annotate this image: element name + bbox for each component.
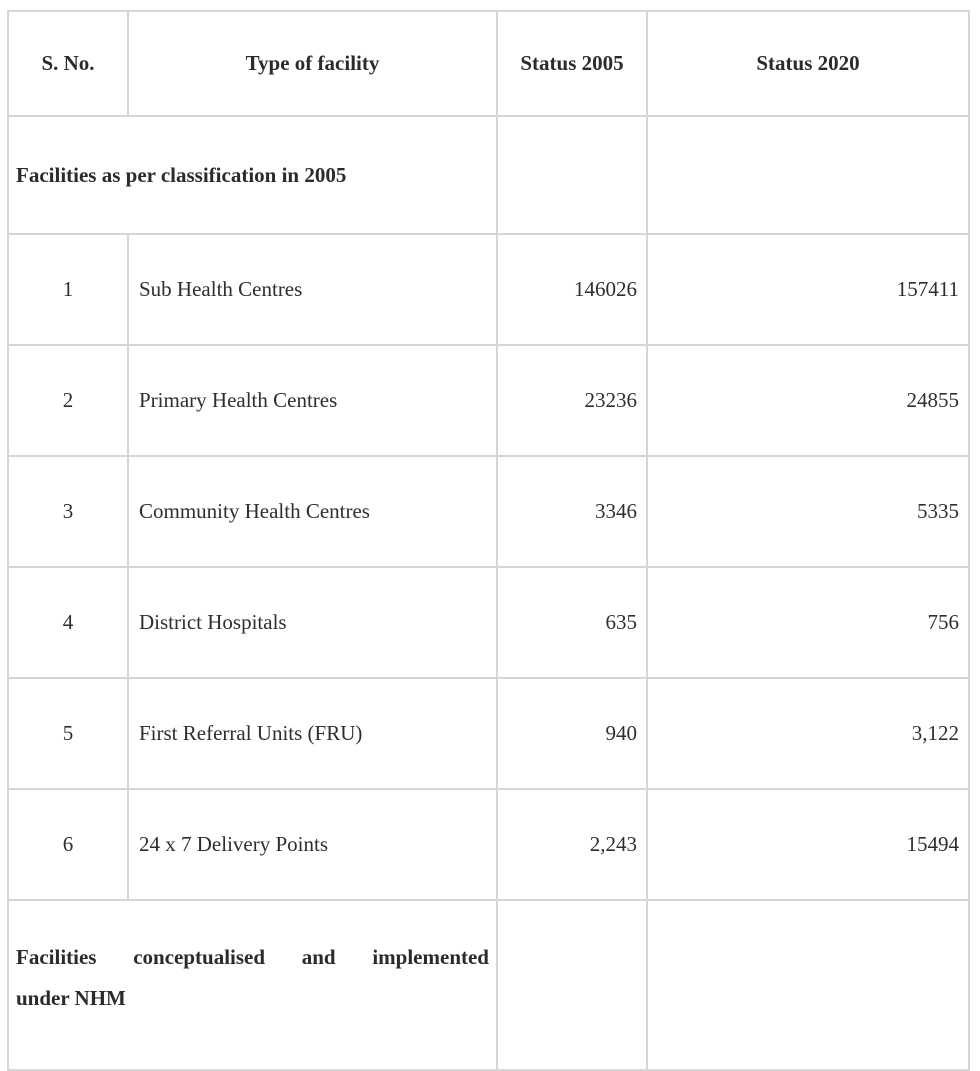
status-2005-cell: 940 bbox=[496, 677, 648, 790]
status-2005-cell: 635 bbox=[496, 566, 648, 679]
sno-cell: 2 bbox=[7, 344, 129, 457]
sno-cell: 3 bbox=[7, 455, 129, 568]
section-row-nhm: Facilities conceptualised and implemente… bbox=[7, 899, 970, 1071]
section-label-nhm-line-1: Facilities conceptualised and implemente… bbox=[16, 945, 489, 969]
status-2020-cell: 15494 bbox=[646, 788, 970, 901]
table-row-sub-health-centres: 1 Sub Health Centres 146026 157411 bbox=[7, 233, 970, 346]
facility-cell: District Hospitals bbox=[127, 566, 498, 679]
status-2020-cell: 157411 bbox=[646, 233, 970, 346]
table-row-first-referral-units: 5 First Referral Units (FRU) 940 3,122 bbox=[7, 677, 970, 790]
facility-cell: Community Health Centres bbox=[127, 455, 498, 568]
status-2005-cell: 3346 bbox=[496, 455, 648, 568]
sno-cell: 4 bbox=[7, 566, 129, 679]
empty-cell bbox=[646, 115, 970, 235]
section-row-classification-2005: Facilities as per classification in 2005 bbox=[7, 115, 970, 235]
sno-cell: 6 bbox=[7, 788, 129, 901]
table-row-24x7-delivery-points: 6 24 x 7 Delivery Points 2,243 15494 bbox=[7, 788, 970, 901]
section-label-nhm-line-2: under NHM bbox=[16, 986, 126, 1010]
facility-cell: Sub Health Centres bbox=[127, 233, 498, 346]
table-row-district-hospitals: 4 District Hospitals 635 756 bbox=[7, 566, 970, 679]
status-2020-cell: 24855 bbox=[646, 344, 970, 457]
status-2020-cell: 3,122 bbox=[646, 677, 970, 790]
empty-cell bbox=[646, 899, 970, 1071]
health-facilities-table: S. No. Type of facility Status 2005 Stat… bbox=[7, 10, 970, 1071]
facility-cell: First Referral Units (FRU) bbox=[127, 677, 498, 790]
empty-cell bbox=[496, 115, 648, 235]
table-row-primary-health-centres: 2 Primary Health Centres 23236 24855 bbox=[7, 344, 970, 457]
sno-cell: 1 bbox=[7, 233, 129, 346]
status-2005-cell: 146026 bbox=[496, 233, 648, 346]
section-label-nhm: Facilities conceptualised and implemente… bbox=[7, 899, 498, 1071]
table-row-community-health-centres: 3 Community Health Centres 3346 5335 bbox=[7, 455, 970, 568]
column-header-facility: Type of facility bbox=[127, 10, 498, 117]
status-2020-cell: 756 bbox=[646, 566, 970, 679]
sno-cell: 5 bbox=[7, 677, 129, 790]
column-header-status-2020: Status 2020 bbox=[646, 10, 970, 117]
facility-cell: 24 x 7 Delivery Points bbox=[127, 788, 498, 901]
table-header-row: S. No. Type of facility Status 2005 Stat… bbox=[7, 10, 970, 117]
status-2020-cell: 5335 bbox=[646, 455, 970, 568]
status-2005-cell: 23236 bbox=[496, 344, 648, 457]
status-2005-cell: 2,243 bbox=[496, 788, 648, 901]
column-header-sno: S. No. bbox=[7, 10, 129, 117]
section-label-classification-2005: Facilities as per classification in 2005 bbox=[7, 115, 498, 235]
facility-cell: Primary Health Centres bbox=[127, 344, 498, 457]
column-header-status-2005: Status 2005 bbox=[496, 10, 648, 117]
empty-cell bbox=[496, 899, 648, 1071]
